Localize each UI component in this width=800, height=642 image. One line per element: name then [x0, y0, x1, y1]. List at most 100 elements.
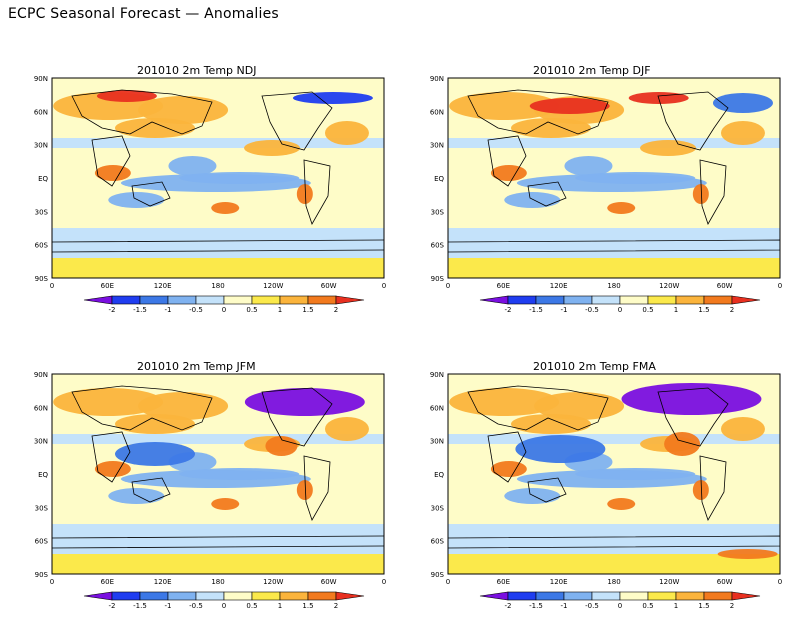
- lon-tick-label: 0: [50, 282, 54, 290]
- lon-tick-label: 0: [446, 578, 450, 586]
- colorbar-tick-label: 1: [278, 306, 282, 314]
- colorbar-segment: [167, 591, 197, 601]
- colorbar-segment: [731, 591, 761, 601]
- colorbar-tick-label: -1.5: [133, 306, 147, 314]
- colorbar: -2 -1.5 -1 -0.5 0 0.5 1 1.5 2: [83, 295, 365, 314]
- lon-tick-label: 0: [382, 282, 386, 290]
- colorbar-segment: [507, 591, 537, 601]
- lat-tick-label: 90S: [431, 571, 445, 579]
- lon-tick-label: 0: [446, 282, 450, 290]
- colorbar-segment: [111, 591, 141, 601]
- colorbar-segment: [335, 295, 365, 305]
- lat-tick-label: 90S: [431, 275, 445, 283]
- map-panel-djf: 201010 2m Temp DJF 90N 60N 30N EQ 30S 60S 90S 0 6…: [408, 56, 798, 346]
- lon-tick-label: 60E: [497, 578, 510, 586]
- lon-tick-label: 60W: [717, 282, 733, 290]
- lon-tick-label: 0: [382, 578, 386, 586]
- lat-tick-label: 90N: [34, 371, 48, 379]
- lat-tick-label: 60S: [35, 538, 49, 546]
- lon-tick-label: 0: [50, 578, 54, 586]
- lat-tick-label: 90S: [35, 571, 49, 579]
- colorbar-tick-label: -1: [561, 602, 568, 610]
- colorbar-tick-label: -1: [165, 602, 172, 610]
- colorbar-tick-label: 1.5: [302, 306, 313, 314]
- lat-tick-label: 30N: [34, 142, 48, 150]
- colorbar-tick-label: 1: [674, 306, 678, 314]
- lon-tick-label: 60W: [717, 578, 733, 586]
- colorbar-tick-label: 2: [730, 602, 734, 610]
- colorbar-segment: [307, 295, 337, 305]
- colorbar-tick-label: -1: [165, 306, 172, 314]
- colorbar-segment: [647, 591, 677, 601]
- lon-tick-label: 180: [607, 578, 620, 586]
- lon-tick-label: 120W: [659, 282, 679, 290]
- lat-tick-label: EQ: [38, 175, 48, 183]
- lat-tick-label: EQ: [434, 471, 444, 479]
- anomaly-field: [448, 78, 780, 278]
- lon-tick-label: 120E: [550, 578, 568, 586]
- lon-tick-label: 120W: [263, 578, 283, 586]
- colorbar-tick-label: -0.5: [585, 306, 599, 314]
- lon-tick-label: 180: [211, 282, 224, 290]
- colorbar-segment: [251, 591, 281, 601]
- colorbar-tick-label: 1: [278, 602, 282, 610]
- anomaly-field: [52, 78, 384, 278]
- colorbar-segment: [479, 591, 509, 601]
- colorbar-segment: [83, 295, 113, 305]
- colorbar-segment: [223, 295, 253, 305]
- lon-tick-label: 60E: [497, 282, 510, 290]
- colorbar-tick-label: -1.5: [529, 602, 543, 610]
- lat-tick-label: 60N: [430, 108, 444, 116]
- colorbar-tick-label: -2: [109, 306, 116, 314]
- lat-tick-label: 90N: [430, 75, 444, 83]
- colorbar-segment: [563, 591, 593, 601]
- lat-tick-label: EQ: [434, 175, 444, 183]
- colorbar-segment: [223, 591, 253, 601]
- colorbar-segment: [139, 591, 169, 601]
- map-panel-ndj: 201010 2m Temp NDJ 90N 60N 30N EQ 30S 60S 90S 0 6…: [12, 56, 402, 346]
- colorbar-tick-label: 1: [674, 602, 678, 610]
- colorbar-tick-label: 0: [222, 602, 226, 610]
- lon-tick-label: 120W: [263, 282, 283, 290]
- map-panel-fma: 201010 2m Temp FMA 90N 60N 30N EQ 30S 60S 90S 0 6…: [408, 352, 798, 642]
- colorbar-segment: [703, 295, 733, 305]
- colorbar-tick-label: 0: [222, 306, 226, 314]
- colorbar-tick-label: 1.5: [698, 306, 709, 314]
- colorbar-segment: [507, 295, 537, 305]
- colorbar-segment: [563, 295, 593, 305]
- colorbar-tick-label: 0.5: [642, 306, 653, 314]
- lat-tick-label: 30N: [34, 438, 48, 446]
- colorbar-tick-label: 0: [618, 602, 622, 610]
- colorbar-segment: [703, 591, 733, 601]
- colorbar-tick-label: -1.5: [133, 602, 147, 610]
- colorbar-segment: [675, 295, 705, 305]
- lat-tick-label: 60N: [430, 404, 444, 412]
- lat-tick-label: 60S: [35, 242, 49, 250]
- colorbar-tick-label: -1: [561, 306, 568, 314]
- colorbar: -2 -1.5 -1 -0.5 0 0.5 1 1.5 2: [479, 591, 761, 610]
- colorbar-segment: [335, 591, 365, 601]
- lon-tick-label: 120E: [154, 578, 172, 586]
- lat-tick-label: 60S: [431, 538, 445, 546]
- page-title: ECPC Seasonal Forecast — Anomalies: [8, 6, 279, 22]
- lon-tick-label: 120E: [154, 282, 172, 290]
- lat-tick-label: 30S: [35, 208, 49, 216]
- colorbar-segment: [535, 295, 565, 305]
- colorbar-segment: [591, 295, 621, 305]
- lat-tick-label: 90N: [34, 75, 48, 83]
- lat-tick-label: 30N: [430, 142, 444, 150]
- anomaly-field: [448, 374, 780, 574]
- colorbar-segment: [167, 295, 197, 305]
- panel-title: 201010 2m Temp DJF: [533, 64, 651, 77]
- panel-title: 201010 2m Temp JFM: [137, 360, 256, 373]
- colorbar-tick-label: -2: [505, 602, 512, 610]
- colorbar-tick-label: -0.5: [189, 602, 203, 610]
- colorbar-segment: [619, 295, 649, 305]
- lon-tick-label: 60E: [101, 578, 114, 586]
- lat-tick-label: 60N: [34, 108, 48, 116]
- colorbar-segment: [195, 591, 225, 601]
- anomaly-field: [52, 374, 384, 574]
